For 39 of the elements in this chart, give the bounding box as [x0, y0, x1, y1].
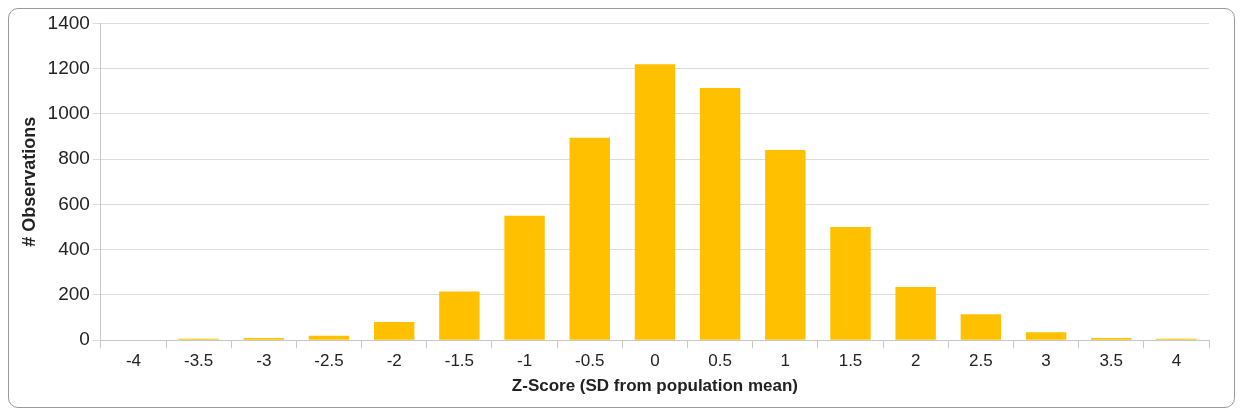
bar — [439, 291, 480, 340]
bar — [699, 87, 741, 340]
bar — [569, 137, 610, 340]
x-tick-label: 4 — [1171, 351, 1182, 371]
y-tick-label: 800 — [58, 147, 90, 169]
y-tick-label: 0 — [79, 328, 90, 350]
x-tick-label: -2 — [386, 351, 402, 371]
y-tick-label: 1400 — [47, 11, 90, 33]
x-axis-title: Z-Score (SD from population mean) — [511, 376, 799, 396]
x-tick-label: -2.5 — [314, 351, 344, 371]
x-tick-label: -4 — [125, 351, 142, 371]
bar — [895, 287, 936, 340]
y-tick-label: 200 — [58, 283, 90, 305]
y-axis-title: # Observations — [18, 116, 39, 247]
x-tick-label: 3 — [1041, 351, 1051, 371]
bar — [830, 227, 871, 340]
x-tick-label: 2.5 — [969, 351, 993, 371]
x-tick-label: -3.5 — [184, 351, 214, 371]
x-tick-label: 1 — [780, 351, 791, 371]
x-tick-label: -0.5 — [575, 351, 605, 371]
x-tick-label: -1.5 — [444, 351, 475, 371]
x-tick-label: 0 — [650, 351, 660, 371]
x-tick-label: 1.5 — [838, 351, 863, 371]
bar — [765, 150, 806, 340]
bar — [504, 215, 545, 340]
y-tick-label: 1000 — [47, 102, 90, 124]
x-tick-label: 2 — [910, 351, 921, 371]
bar — [960, 314, 1002, 340]
x-tick-label: -1 — [517, 351, 533, 371]
bar — [308, 335, 350, 340]
bar — [634, 64, 676, 340]
y-tick-label: 600 — [58, 192, 90, 214]
y-tick-label: 400 — [58, 237, 90, 259]
bar — [1025, 332, 1067, 340]
bar — [373, 322, 415, 340]
x-tick-label: 3.5 — [1099, 351, 1124, 371]
x-tick-label: -3 — [256, 351, 272, 371]
x-tick-label: 0.5 — [708, 351, 732, 371]
y-tick-label: 1200 — [47, 56, 90, 78]
